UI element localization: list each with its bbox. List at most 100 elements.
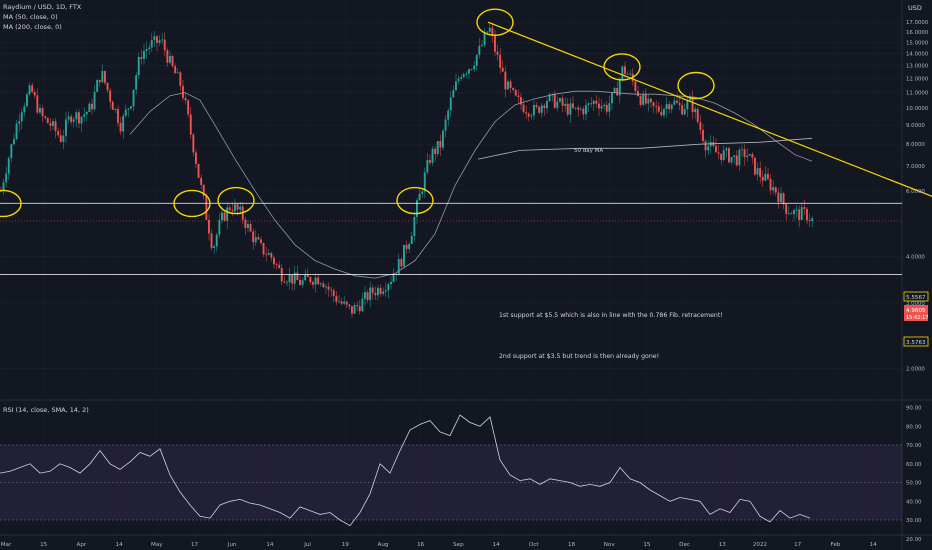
candle-body xyxy=(644,94,647,104)
candle-body xyxy=(436,141,439,154)
time-axis[interactable]: Mar 15 Apr 14 May 17 Jun 14 Jul 19 Aug 16 Sep 14 Oct 18… xyxy=(1,542,877,548)
candle-body xyxy=(158,40,161,43)
candle-body xyxy=(273,257,275,265)
time-tick-label: 14 xyxy=(870,542,878,548)
candle-body xyxy=(642,94,645,105)
candle-body xyxy=(20,112,23,122)
candle-body xyxy=(689,96,691,101)
candle-body xyxy=(62,135,65,142)
candle-body xyxy=(699,122,702,130)
candle-body xyxy=(449,97,452,111)
ma50-legend[interactable]: MA (50, close, 0) xyxy=(3,13,58,21)
candle-body xyxy=(811,218,814,222)
candle-body xyxy=(143,50,145,59)
candle-body xyxy=(585,105,587,115)
candle-body xyxy=(46,117,49,124)
candle-body xyxy=(91,103,93,110)
candle-body xyxy=(598,103,600,109)
rsi-legend[interactable]: RSI (14, close, SMA, 14, 2) xyxy=(3,406,89,414)
candle-body xyxy=(192,134,195,153)
candle-body xyxy=(423,172,426,192)
candle-body xyxy=(618,79,621,96)
candle-body xyxy=(738,149,741,166)
candle-body xyxy=(195,152,197,164)
candle-body xyxy=(130,106,132,109)
candle-body xyxy=(517,95,520,98)
candle-body xyxy=(535,104,538,107)
rsi-tick-label: 20.00 xyxy=(906,537,922,543)
candle-body xyxy=(0,190,2,192)
candle-body xyxy=(145,49,148,51)
candle-body xyxy=(148,47,151,50)
price-tick-label: 2.0000 xyxy=(906,367,925,373)
highlight-circle xyxy=(677,71,715,100)
ma200-legend[interactable]: MA (200, close, 0) xyxy=(3,23,62,31)
candle-body xyxy=(431,148,434,163)
candle-body xyxy=(608,103,611,112)
candle-body xyxy=(707,146,710,151)
candle-body xyxy=(413,216,416,236)
candle-body xyxy=(166,50,169,63)
candle-body xyxy=(72,119,75,122)
candle-body xyxy=(200,177,203,185)
candle-body xyxy=(101,70,104,83)
candle-body xyxy=(260,239,262,244)
candle-body xyxy=(364,292,366,299)
candle-body xyxy=(793,210,795,215)
candle-body xyxy=(179,72,182,86)
candle-body xyxy=(366,292,369,301)
candle-body xyxy=(254,237,257,243)
candle-body xyxy=(275,264,278,266)
candle-body xyxy=(327,286,330,290)
candle-body xyxy=(83,114,86,117)
candle-body xyxy=(244,219,247,229)
candle-body xyxy=(561,98,564,106)
symbol-title[interactable]: Raydium / USD, 1D, FTX xyxy=(3,3,82,11)
rsi-tick-label: 60.00 xyxy=(906,462,922,468)
candle-body xyxy=(174,66,177,74)
candle-body xyxy=(756,168,759,175)
candle-body xyxy=(26,94,28,107)
candle-body xyxy=(80,116,83,124)
candle-body xyxy=(702,129,704,142)
candle-body xyxy=(686,100,689,110)
candle-body xyxy=(213,246,216,249)
candle-body xyxy=(392,274,395,282)
candle-body xyxy=(587,103,590,106)
price-tick-label: 12.0000 xyxy=(906,77,929,83)
candle-body xyxy=(122,115,125,132)
support-levels xyxy=(0,202,902,275)
candle-body xyxy=(613,87,616,93)
candle-body xyxy=(291,274,294,284)
support2-tag xyxy=(903,336,929,347)
candle-body xyxy=(579,108,582,110)
candle-body xyxy=(371,287,374,293)
candle-body xyxy=(629,73,632,75)
candle-body xyxy=(104,70,106,83)
candle-body xyxy=(720,153,723,160)
candle-body xyxy=(546,101,548,109)
candle-body xyxy=(270,253,273,258)
candle-body xyxy=(520,97,522,105)
candle-body xyxy=(777,192,780,203)
candle-body xyxy=(44,116,47,118)
candle-body xyxy=(176,72,179,74)
candle-body xyxy=(202,184,205,197)
candle-body xyxy=(741,149,743,151)
price-axis[interactable]: 17.0000 16.0000 15.0000 14.0000 13.0000 12.00… xyxy=(906,20,929,543)
candle-body xyxy=(182,85,184,99)
time-tick-label: Feb xyxy=(830,542,840,548)
candle-body xyxy=(616,87,619,96)
candle-body xyxy=(652,102,655,107)
candle-body xyxy=(767,173,769,179)
candle-body xyxy=(647,98,650,104)
candle-body xyxy=(444,119,447,131)
candle-body xyxy=(218,220,221,235)
candle-body xyxy=(577,107,580,110)
candle-body xyxy=(59,135,62,142)
candle-body xyxy=(694,108,697,113)
candle-body xyxy=(98,80,101,83)
candle-body xyxy=(377,287,379,296)
candle-body xyxy=(184,98,187,101)
candle-body xyxy=(257,237,260,240)
